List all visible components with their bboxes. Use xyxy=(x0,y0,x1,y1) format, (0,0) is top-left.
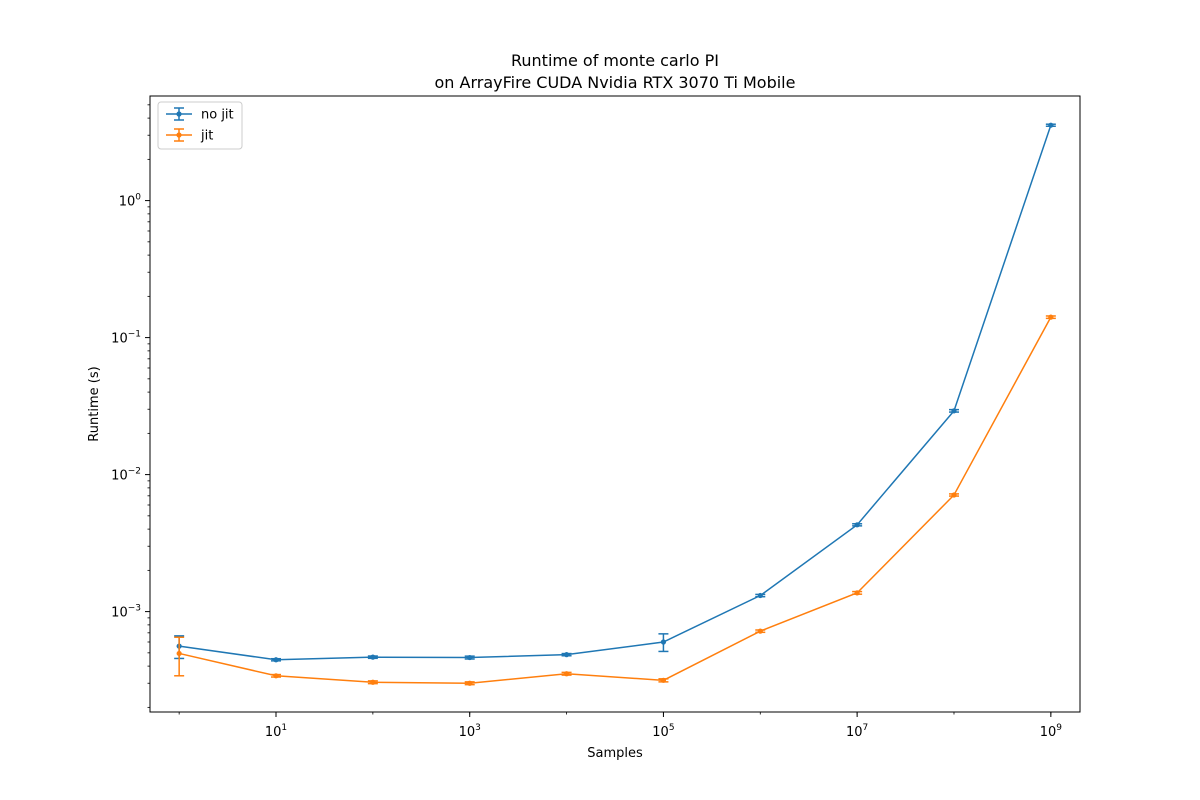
series-line-0 xyxy=(179,124,1052,661)
chart-title: Runtime of monte carlo PI xyxy=(511,51,719,70)
x-tick-label: 107 xyxy=(846,723,868,740)
x-tick-label: 105 xyxy=(652,723,674,740)
data-point xyxy=(176,650,182,657)
y-tick-label: 10−1 xyxy=(111,330,141,347)
data-point xyxy=(563,652,570,658)
data-point xyxy=(273,673,279,679)
data-point xyxy=(951,408,957,414)
data-point xyxy=(854,522,860,528)
data-point xyxy=(854,590,860,596)
legend-entry: jit xyxy=(166,128,213,144)
data-point xyxy=(1048,122,1054,128)
plot-area xyxy=(174,122,1056,686)
data-point xyxy=(660,639,667,645)
axes-frame xyxy=(149,95,1081,713)
axis-ticks: 101 103 105 107 109 10−3 10−2 10−1 100 xyxy=(111,104,1063,740)
legend: no jit jit xyxy=(157,101,243,150)
legend-entry: no jit xyxy=(166,107,234,123)
series-line-1 xyxy=(178,316,1052,684)
data-point xyxy=(757,628,763,634)
y-tick-label: 100 xyxy=(119,193,142,210)
data-point xyxy=(370,679,376,685)
legend-label: jit xyxy=(200,129,213,144)
data-point xyxy=(563,671,570,677)
y-axis-label: Runtime (s) xyxy=(87,366,102,441)
legend-swatch-marker xyxy=(176,132,182,138)
data-point xyxy=(467,654,473,661)
x-tick-label: 103 xyxy=(459,723,481,740)
data-point xyxy=(660,677,667,683)
data-point xyxy=(757,592,763,599)
legend-label: no jit xyxy=(201,108,234,123)
data-point xyxy=(951,492,957,498)
x-tick-label: 101 xyxy=(265,723,287,740)
error-bar xyxy=(174,636,185,677)
data-point xyxy=(370,654,376,660)
data-point xyxy=(467,680,473,686)
y-tick-label: 10−3 xyxy=(111,604,141,621)
data-point xyxy=(273,657,279,663)
chart-subtitle: on ArrayFire CUDA Nvidia RTX 3070 Ti Mob… xyxy=(435,73,796,92)
y-tick-label: 10−2 xyxy=(111,467,141,484)
x-tick-label: 109 xyxy=(1040,723,1063,740)
data-point xyxy=(1048,314,1054,320)
x-axis-label: Samples xyxy=(587,746,643,761)
legend-swatch-marker xyxy=(176,111,182,117)
